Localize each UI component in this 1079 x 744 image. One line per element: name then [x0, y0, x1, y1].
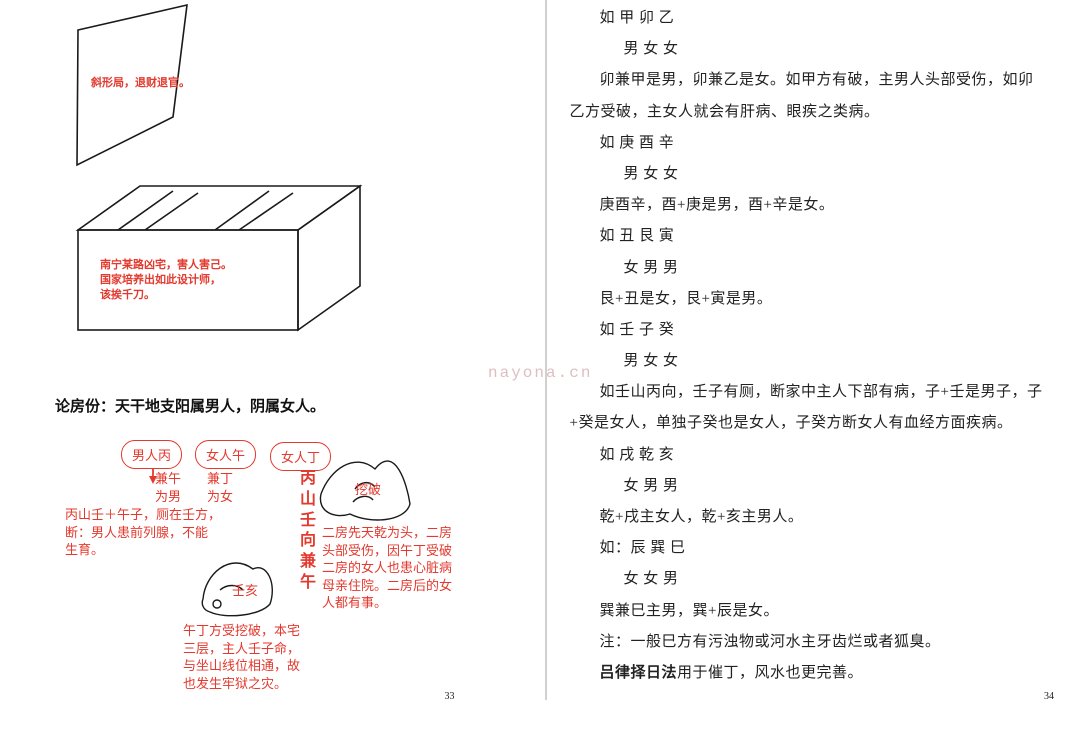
fig2-caption: 南宁某路凶宅，害人害己。 国家培养出如此设计师， 该挨千刀。: [100, 258, 232, 303]
line-4: 如 庚 酉 辛: [570, 128, 1050, 159]
page-left: 斜形局，退财退官。 南宁某路凶宅，害人害己。 国家培养出如此设计师， 该挨千刀。…: [0, 0, 540, 744]
left-figures: 斜形局，退财退官。 南宁某路凶宅，害人害己。 国家培养出如此设计师， 该挨千刀。: [55, 0, 500, 340]
line-11: 男 女 女: [570, 346, 1050, 377]
line-12: 如壬山丙向，壬子有厕，断家中主人下部有病，子+壬是男子，子: [570, 377, 1050, 408]
line-17: 如：辰 巽 巳: [570, 533, 1050, 564]
col1-text: 兼午 为男: [155, 470, 181, 505]
line-9: 艮+丑是女，艮+寅是男。: [570, 284, 1050, 315]
line-19: 巽兼巳主男，巽+辰是女。: [570, 596, 1050, 627]
line-10: 如 壬 子 癸: [570, 315, 1050, 346]
section-title: 论房份：天干地支阳属男人，阴属女人。: [55, 395, 500, 416]
line-3: 乙方受破，主女人就会有肝病、眼疾之类病。: [570, 97, 1050, 128]
note-bottom: 午丁方受挖破，本宅 三层，主人壬子命， 与坐山线位相通，故 也发生牢狱之灾。: [183, 622, 300, 692]
right-text-lines: 如 甲 卯 乙男 女 女卯兼甲是男，卯兼乙是女。如甲方有破，主男人头部受伤，如卯…: [570, 3, 1050, 689]
line-1: 男 女 女: [570, 34, 1050, 65]
line-2: 卯兼甲是男，卯兼乙是女。如甲方有破，主男人头部受伤，如卯: [570, 65, 1050, 96]
bubble-0: 男人丙: [121, 440, 182, 469]
line-0: 如 甲 卯 乙: [570, 3, 1050, 34]
note-left: 丙山壬＋午子，厕在壬方， 断：男人患前列腺，不能 生育。: [65, 506, 221, 559]
line-20: 注：一般巳方有污浊物或河水主牙齿烂或者狐臭。: [570, 627, 1050, 658]
line-15: 女 男 男: [570, 471, 1050, 502]
line-8: 女 男 男: [570, 253, 1050, 284]
line-14: 如 戌 乾 亥: [570, 440, 1050, 471]
line-5: 男 女 女: [570, 159, 1050, 190]
note-right: 二房先天乾为头，二房 头部受伤，因午丁受破 二房的女人也患心脏病 母亲住院。二房…: [322, 524, 452, 612]
line-18: 女 女 男: [570, 564, 1050, 595]
bubble-1: 女人午: [195, 440, 256, 469]
line-13: +癸是女人，单独子癸也是女人，子癸方断女人有血经方面疾病。: [570, 408, 1050, 439]
line-6: 庚酉辛，酉+庚是男，酉+辛是女。: [570, 190, 1050, 221]
line-7: 如 丑 艮 寅: [570, 221, 1050, 252]
big-red-vertical: 丙 山 壬 向 兼 午: [300, 469, 316, 594]
line-21: 吕律择日法用于催丁，风水也更完善。: [570, 658, 1050, 689]
page-right: 如 甲 卯 乙男 女 女卯兼甲是男，卯兼乙是女。如甲方有破，主男人头部受伤，如卯…: [540, 0, 1079, 744]
bubble-2: 女人丁: [270, 442, 331, 471]
page-number-right: 34: [1044, 691, 1054, 702]
wapo-text: 挖破: [355, 481, 381, 499]
diagram-area: 兼午 为男 兼丁 为女 丙山壬＋午子，厕在壬方， 断：男人患前列腺，不能 生育。…: [55, 434, 500, 679]
haixu-text: 壬亥: [232, 582, 258, 600]
fig1-caption: 斜形局，退财退官。: [91, 76, 190, 91]
col2-text: 兼丁 为女: [207, 470, 233, 505]
watermark: nayona.cn: [488, 364, 592, 382]
page-number-left: 33: [445, 691, 455, 702]
page-divider: [545, 0, 547, 700]
line-16: 乾+戌主女人，乾+亥主男人。: [570, 502, 1050, 533]
